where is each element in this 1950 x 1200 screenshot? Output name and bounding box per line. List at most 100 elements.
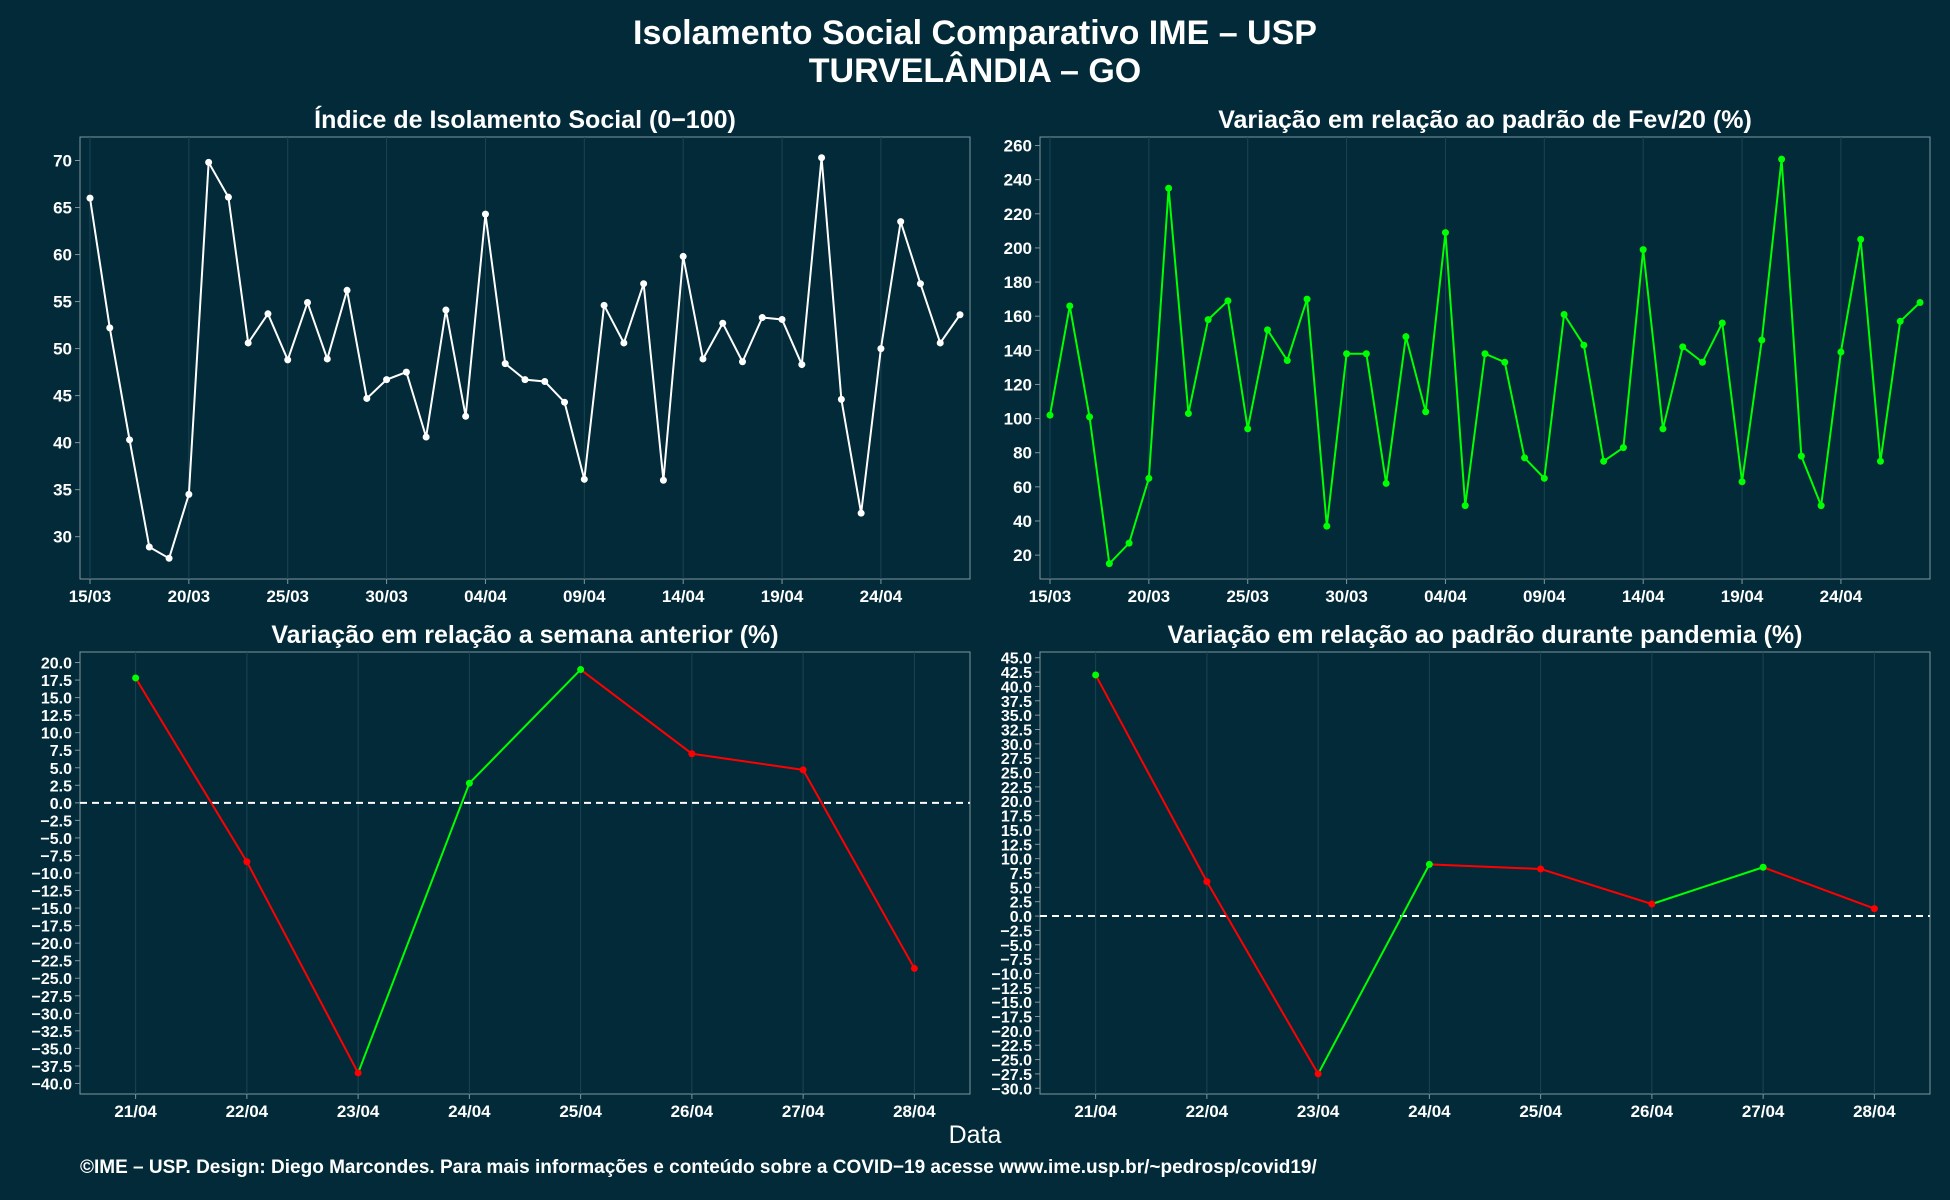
data-point <box>501 360 509 368</box>
y-tick-label: 2.5 <box>1010 895 1032 912</box>
data-point <box>1540 474 1548 482</box>
data-point <box>1896 317 1904 325</box>
y-tick-label: 22.5 <box>1001 780 1032 797</box>
data-point <box>1425 860 1433 868</box>
y-tick-label: 55 <box>53 293 72 312</box>
data-point <box>910 964 918 972</box>
data-point <box>1759 863 1767 871</box>
y-tick-label: 20 <box>1013 546 1032 565</box>
y-tick-label: 35 <box>53 481 72 500</box>
x-tick-label: 26/04 <box>671 1102 714 1121</box>
x-tick-label: 15/03 <box>69 587 112 606</box>
data-point <box>1679 343 1687 351</box>
y-tick-label: 160 <box>1004 307 1032 326</box>
data-point <box>354 1069 362 1077</box>
data-point <box>442 306 450 314</box>
x-tick-label: 25/03 <box>1226 587 1269 606</box>
x-tick-label: 28/04 <box>1853 1102 1896 1121</box>
y-tick-label: −30.0 <box>32 1006 73 1023</box>
data-point <box>1758 336 1766 344</box>
y-tick-label: 180 <box>1004 273 1032 292</box>
x-tick-label: 27/04 <box>1742 1102 1785 1121</box>
y-tick-label: −15.0 <box>32 901 73 918</box>
y-tick-label: −10.0 <box>992 966 1033 983</box>
x-tick-label: 24/04 <box>860 587 903 606</box>
y-tick-label: −15.0 <box>992 995 1033 1012</box>
x-tick-label: 04/04 <box>464 587 507 606</box>
data-point <box>1046 411 1054 419</box>
data-point <box>1264 326 1271 334</box>
y-tick-label: 37.5 <box>1001 694 1032 711</box>
data-point <box>1600 457 1608 465</box>
x-tick-label: 24/04 <box>1820 587 1863 606</box>
data-point <box>1343 350 1351 358</box>
data-point <box>1648 900 1656 908</box>
data-point <box>1857 235 1865 243</box>
x-tick-label: 30/03 <box>1325 587 1368 606</box>
data-point <box>1203 878 1211 886</box>
plot-frame <box>79 651 971 1095</box>
footer-credit: ©IME – USP. Design: Diego Marcondes. Par… <box>80 1157 1317 1178</box>
series-segment <box>1094 674 1208 883</box>
y-tick-label: 60 <box>1013 478 1032 497</box>
y-tick-label: 45.0 <box>1001 651 1032 668</box>
data-point <box>1817 502 1825 510</box>
data-point <box>857 509 865 517</box>
y-tick-label: 200 <box>1004 239 1032 258</box>
y-tick-label: 40 <box>1013 512 1032 531</box>
y-tick-label: 5.0 <box>1010 880 1032 897</box>
y-tick-label: −22.5 <box>32 954 73 971</box>
x-tick-label: 28/04 <box>893 1102 936 1121</box>
data-point <box>580 475 588 483</box>
data-point <box>244 339 252 347</box>
y-tick-label: 35.0 <box>1001 708 1032 725</box>
series-segment <box>245 861 360 1074</box>
y-tick-label: 0.0 <box>50 796 72 813</box>
x-tick-label: 20/03 <box>1128 587 1171 606</box>
data-point <box>465 779 473 787</box>
y-tick-label: −20.0 <box>992 1024 1033 1041</box>
y-tick-label: 45 <box>53 387 72 406</box>
data-point <box>145 543 153 551</box>
x-tick-label: 27/04 <box>782 1102 825 1121</box>
data-point <box>132 674 140 682</box>
y-tick-label: −2.5 <box>1000 923 1032 940</box>
y-tick-label: −35.0 <box>32 1041 73 1058</box>
series-segment <box>1429 863 1541 870</box>
data-point <box>620 339 628 347</box>
plot-frame <box>1039 136 1931 580</box>
data-point <box>1184 409 1192 417</box>
data-point <box>1639 246 1647 254</box>
x-axis-title: Data <box>948 1121 1002 1149</box>
data-point <box>1837 348 1845 356</box>
data-point <box>1619 444 1627 452</box>
data-point <box>688 750 696 758</box>
data-point <box>758 314 766 322</box>
y-tick-label: 27.5 <box>1001 751 1032 768</box>
chart-title: Variação em relação ao padrão durante pa… <box>1168 621 1803 649</box>
y-tick-label: 5.0 <box>50 761 72 778</box>
series-segment <box>1540 868 1653 905</box>
data-point <box>679 252 687 260</box>
data-point <box>1876 457 1884 465</box>
y-tick-label: 12.5 <box>1001 837 1032 854</box>
data-point <box>956 311 964 319</box>
data-point <box>916 280 924 288</box>
y-tick-label: 30.0 <box>1001 737 1032 754</box>
y-tick-label: 25.0 <box>1001 766 1032 783</box>
series-segment <box>468 668 582 784</box>
data-point <box>422 433 430 441</box>
y-tick-label: −20.0 <box>32 936 73 953</box>
data-point <box>1105 560 1113 568</box>
figure-title: Isolamento Social Comparativo IME – USP <box>633 14 1317 52</box>
data-point <box>264 310 272 318</box>
y-tick-label: −7.5 <box>40 848 72 865</box>
x-tick-label: 19/04 <box>1721 587 1764 606</box>
data-point <box>1441 229 1449 237</box>
data-point <box>1224 297 1232 305</box>
data-point <box>106 324 114 332</box>
data-point <box>897 218 905 226</box>
x-tick-label: 20/03 <box>168 587 211 606</box>
data-point <box>462 412 470 420</box>
y-tick-label: −27.5 <box>992 1067 1033 1084</box>
